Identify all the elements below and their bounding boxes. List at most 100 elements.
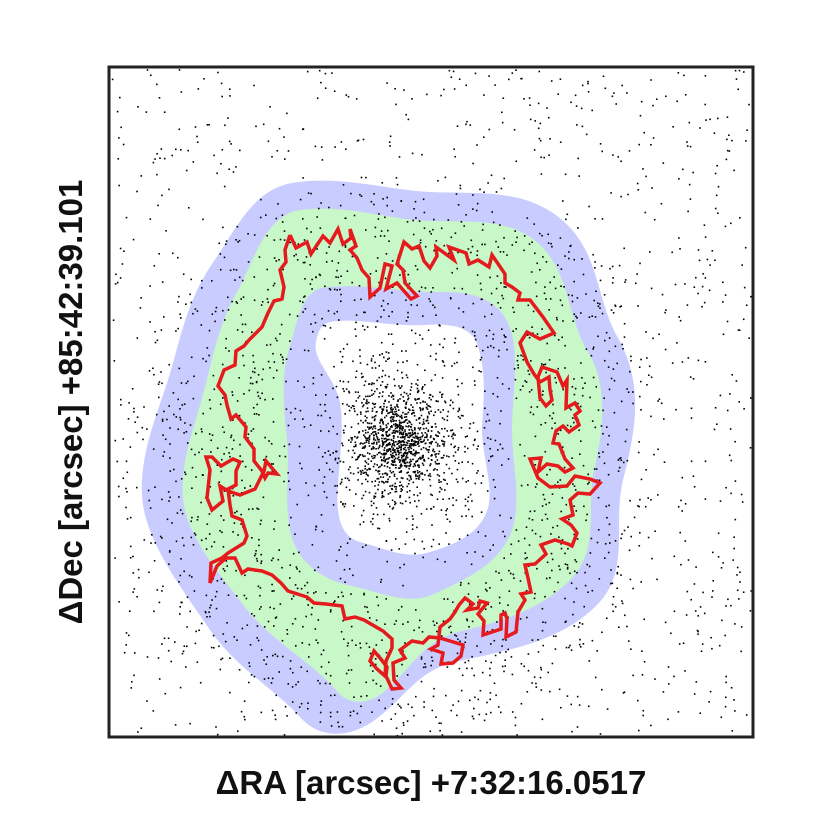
star-point	[417, 442, 420, 444]
star-point	[499, 251, 502, 253]
star-point	[474, 551, 476, 553]
star-point	[488, 459, 490, 462]
star-point	[560, 706, 562, 709]
star-point	[441, 360, 444, 362]
star-point	[244, 718, 246, 721]
star-point	[545, 298, 547, 300]
star-point	[164, 438, 167, 441]
star-point	[362, 494, 365, 497]
star-point	[364, 380, 367, 383]
star-point	[410, 445, 412, 447]
star-point	[334, 600, 336, 602]
star-point	[540, 173, 543, 175]
star-point	[266, 234, 268, 237]
star-point	[464, 436, 467, 438]
star-point	[474, 696, 476, 699]
star-point	[412, 481, 415, 484]
star-point	[734, 69, 737, 72]
star-point	[377, 466, 380, 469]
star-point	[368, 442, 370, 444]
star-point	[383, 454, 386, 456]
star-point	[352, 449, 354, 452]
star-point	[406, 221, 409, 223]
star-point	[209, 615, 211, 618]
star-point	[275, 260, 278, 262]
star-point	[173, 468, 175, 471]
star-point	[381, 412, 383, 415]
star-point	[184, 473, 187, 476]
star-point	[458, 407, 461, 410]
star-point	[596, 541, 599, 544]
star-point	[186, 596, 189, 598]
star-point	[215, 607, 218, 610]
star-point	[136, 486, 138, 489]
star-point	[365, 478, 367, 481]
star-point	[554, 334, 556, 337]
star-point	[531, 326, 533, 328]
star-point	[534, 120, 536, 122]
star-point	[156, 173, 158, 176]
star-point	[426, 433, 428, 436]
star-point	[616, 572, 619, 575]
star-point	[212, 374, 215, 377]
star-point	[299, 462, 301, 465]
star-point	[359, 470, 362, 472]
star-point	[408, 461, 411, 464]
star-point	[416, 304, 418, 307]
star-point	[191, 466, 194, 469]
star-point	[458, 351, 460, 354]
star-point	[574, 489, 577, 491]
star-point	[453, 88, 456, 90]
star-point	[687, 210, 689, 213]
star-point	[364, 490, 367, 493]
star-point	[365, 441, 368, 443]
star-point	[344, 581, 346, 583]
star-point	[381, 464, 383, 467]
star-point	[200, 622, 203, 625]
star-point	[320, 653, 323, 656]
star-point	[325, 592, 327, 594]
star-point	[621, 343, 623, 346]
star-point	[663, 418, 665, 420]
star-point	[664, 348, 667, 351]
star-point	[185, 382, 188, 385]
star-point	[367, 437, 370, 439]
star-point	[322, 324, 325, 327]
star-point	[577, 402, 579, 405]
star-point	[342, 184, 345, 186]
star-point	[446, 508, 448, 510]
star-point	[561, 539, 564, 541]
star-point	[488, 128, 491, 131]
star-point	[442, 478, 445, 481]
star-point	[395, 103, 397, 106]
star-point	[316, 248, 318, 250]
star-point	[474, 482, 477, 485]
star-point	[612, 312, 615, 314]
star-point	[405, 454, 408, 457]
star-point	[372, 679, 374, 682]
star-point	[408, 450, 411, 453]
star-point	[472, 366, 474, 369]
star-point	[593, 468, 596, 470]
star-point	[271, 156, 273, 158]
star-point	[608, 523, 611, 526]
star-point	[402, 421, 404, 424]
star-point	[621, 84, 623, 87]
star-point	[674, 283, 677, 286]
star-point	[300, 702, 303, 705]
star-point	[729, 393, 731, 395]
star-point	[419, 436, 422, 439]
star-point	[365, 642, 368, 645]
star-point	[295, 566, 298, 568]
star-point	[575, 105, 578, 107]
star-point	[424, 245, 427, 248]
star-point	[453, 446, 455, 449]
star-point	[526, 556, 528, 559]
star-point	[263, 678, 266, 680]
star-point	[235, 595, 238, 597]
star-point	[342, 503, 344, 506]
star-point	[739, 571, 741, 573]
star-point	[375, 469, 377, 472]
star-point	[480, 288, 483, 291]
star-point	[428, 442, 431, 444]
